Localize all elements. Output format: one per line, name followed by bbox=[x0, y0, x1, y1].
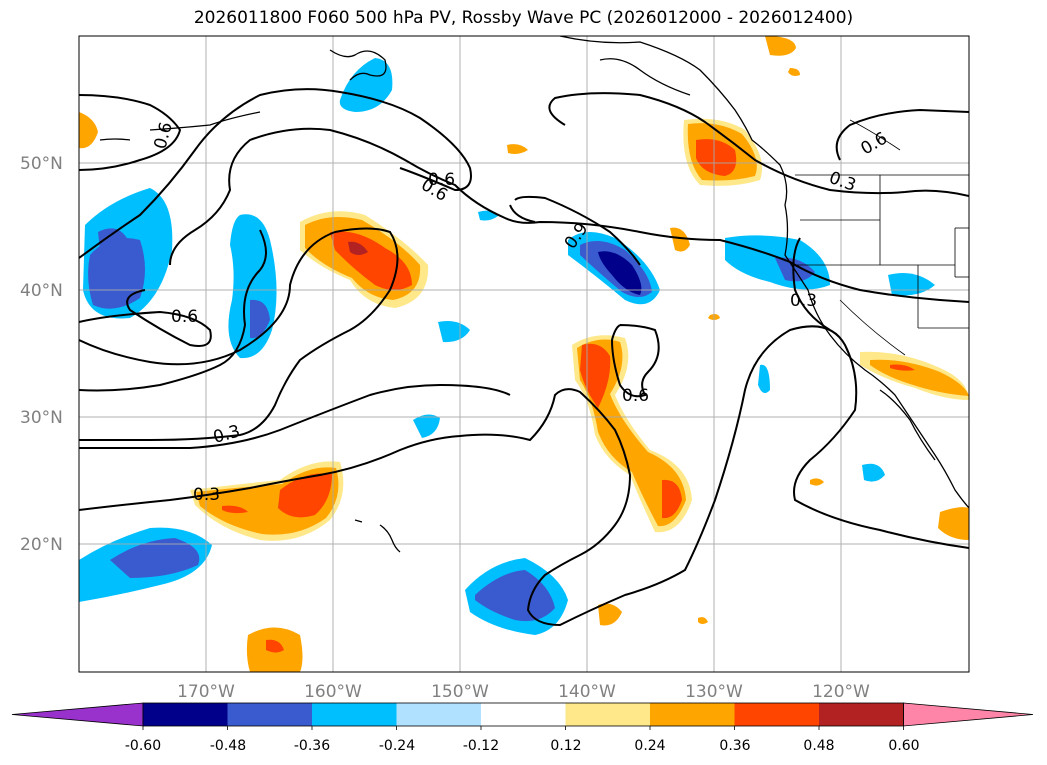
colorbar-tick: 0.48 bbox=[803, 738, 834, 754]
map-title: 2026011800 F060 500 hPa PV, Rossby Wave … bbox=[193, 8, 854, 28]
colorbar-tick: -0.12 bbox=[463, 738, 499, 754]
colorbar bbox=[11, 702, 1034, 730]
lat-tick: 20°N bbox=[20, 535, 63, 555]
lon-tick: 140°W bbox=[558, 682, 616, 702]
contour-label: 0.6 bbox=[171, 307, 198, 327]
colorbar-outline bbox=[142, 702, 904, 727]
colorbar-segment bbox=[227, 703, 313, 726]
pv-shading bbox=[79, 36, 969, 672]
colorbar-segment bbox=[396, 703, 482, 726]
lat-tick: 40°N bbox=[20, 281, 63, 301]
lat-tick: 30°N bbox=[20, 408, 63, 428]
lon-tick: 170°W bbox=[177, 682, 235, 702]
contour-label: 0.6 bbox=[428, 170, 455, 190]
colorbar-segment bbox=[312, 703, 397, 726]
contour-label: 0.3 bbox=[790, 291, 817, 311]
colorbar-tick: -0.60 bbox=[125, 738, 161, 754]
colorbar-segment bbox=[734, 703, 820, 726]
colorbar-tick: -0.48 bbox=[210, 738, 246, 754]
lat-tick-labels: 50°N 40°N 30°N 20°N bbox=[20, 154, 63, 555]
colorbar-tick: 0.12 bbox=[550, 738, 581, 754]
pc-contours bbox=[79, 88, 969, 627]
colorbar-tick: 0.36 bbox=[719, 738, 750, 754]
colorbar-extend-min bbox=[11, 702, 144, 727]
colorbar-segment bbox=[819, 703, 904, 726]
colorbar-segment bbox=[481, 703, 566, 726]
gridlines bbox=[79, 36, 969, 672]
colorbar-tick: 0.60 bbox=[888, 738, 919, 754]
lat-tick: 50°N bbox=[20, 154, 63, 174]
colorbar-tick: -0.36 bbox=[294, 738, 330, 754]
colorbar-segment bbox=[650, 703, 735, 726]
contour-label: 0.6 bbox=[622, 386, 649, 406]
lon-tick: 150°W bbox=[431, 682, 489, 702]
contour-label: 0.3 bbox=[193, 485, 220, 505]
colorbar-tick: 0.24 bbox=[634, 738, 665, 754]
lon-tick: 130°W bbox=[685, 682, 743, 702]
lon-tick-labels: 170°W 160°W 150°W 140°W 130°W 120°W bbox=[177, 682, 870, 702]
colorbar-extend-max bbox=[903, 702, 1034, 727]
lon-tick: 160°W bbox=[304, 682, 362, 702]
borders bbox=[795, 119, 969, 356]
colorbar-tick-labels: -0.60 -0.48 -0.36 -0.24 -0.12 0.12 0.24 … bbox=[125, 738, 920, 754]
map-border bbox=[78, 35, 970, 673]
colorbar-tick: -0.24 bbox=[379, 738, 415, 754]
colorbar-segment bbox=[143, 703, 228, 726]
lon-tick: 120°W bbox=[812, 682, 870, 702]
colorbar-segment bbox=[565, 703, 651, 726]
